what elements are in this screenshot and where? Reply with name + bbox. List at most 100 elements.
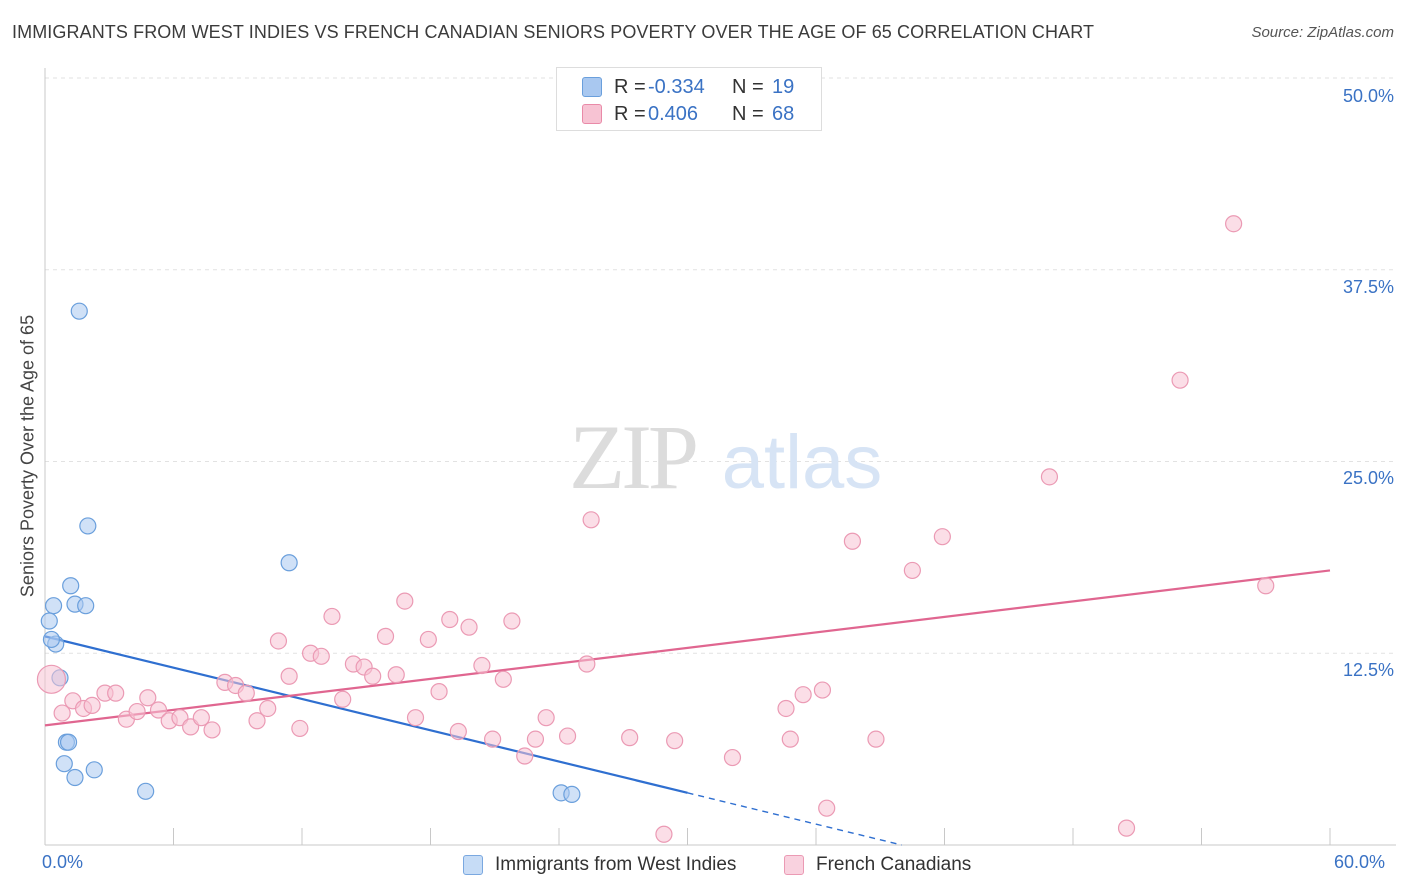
french-canadians-point bbox=[494, 670, 512, 688]
legend-row-french-canadians: R = 0.406 N = 68 bbox=[582, 101, 794, 127]
french-canadians-point bbox=[334, 690, 352, 708]
y-tick-label: 37.5% bbox=[1342, 277, 1394, 297]
french-canadians-point bbox=[1171, 371, 1189, 389]
french-canadians-point bbox=[291, 719, 309, 738]
french-canadians-point bbox=[387, 666, 405, 684]
french-canadians-point bbox=[582, 511, 600, 529]
french-canadians-point bbox=[621, 729, 639, 747]
legend-swatch-west-indies bbox=[582, 77, 602, 97]
source-credit: Source: ZipAtlas.com bbox=[1251, 24, 1394, 41]
french-canadians-point bbox=[449, 722, 467, 741]
french-canadians-point bbox=[1117, 819, 1136, 837]
west-indies-point bbox=[62, 577, 80, 595]
west-indies-point bbox=[563, 785, 581, 803]
french-canadians-point bbox=[578, 655, 596, 673]
french-canadians-point bbox=[441, 610, 459, 629]
french-canadians-point bbox=[237, 684, 255, 702]
french-canadians-point bbox=[323, 607, 341, 626]
french-canadians-point bbox=[777, 699, 795, 718]
west-indies-point bbox=[77, 597, 95, 615]
french-canadians-point bbox=[1225, 215, 1243, 233]
french-canadians-point bbox=[269, 632, 288, 650]
french-canadians-point bbox=[723, 748, 742, 767]
axes bbox=[44, 68, 1396, 846]
west-indies-point bbox=[55, 755, 73, 773]
french-canadians-point bbox=[1257, 577, 1275, 595]
french-canadians-point bbox=[364, 667, 382, 685]
french-canadians-point bbox=[818, 799, 836, 817]
french-canadians-point bbox=[503, 612, 521, 630]
legend-r-value: -0.334 bbox=[648, 75, 705, 98]
legend-n-label: N = bbox=[732, 75, 764, 98]
west-indies-trend-line bbox=[44, 635, 688, 794]
y-tick-label: 50.0% bbox=[1342, 86, 1394, 106]
french-canadians-point bbox=[406, 709, 425, 727]
legend-row-west-indies: R = -0.334 N = 19 bbox=[582, 74, 794, 100]
west-indies-point bbox=[44, 597, 63, 615]
west-indies-point bbox=[137, 782, 155, 800]
french-canadians-point bbox=[192, 709, 210, 727]
legend-n-label: N = bbox=[732, 102, 764, 125]
french-canadians-point bbox=[537, 709, 555, 727]
bottom-legend-label: French Canadians bbox=[816, 854, 972, 875]
french-canadians-point bbox=[203, 721, 221, 739]
french-canadians-point bbox=[107, 684, 125, 702]
west-indies-trend-extension bbox=[687, 792, 902, 846]
french-canadians-point bbox=[867, 730, 885, 748]
bottom-legend-swatch-west-indies bbox=[463, 855, 483, 875]
french-canadians-point bbox=[843, 532, 862, 550]
french-canadians-point bbox=[149, 701, 168, 719]
west-indies-point bbox=[66, 768, 84, 787]
west-indies-point bbox=[40, 612, 58, 630]
correlation-legend: R = -0.334 N = 19 R = 0.406 N = 68 bbox=[556, 67, 822, 131]
data-points bbox=[36, 215, 1275, 843]
trend-lines bbox=[44, 569, 1331, 846]
x-tick-label: 0.0% bbox=[42, 852, 84, 872]
gridlines bbox=[45, 77, 1396, 654]
french-canadians-point bbox=[248, 712, 266, 730]
chart-title: IMMIGRANTS FROM WEST INDIES VS FRENCH CA… bbox=[12, 22, 1095, 42]
french-canadians-point bbox=[396, 592, 414, 610]
west-indies-point bbox=[280, 554, 298, 572]
y-tick-label: 12.5% bbox=[1342, 660, 1394, 680]
legend-r-value: 0.406 bbox=[648, 102, 699, 125]
y-axis-label: Seniors Poverty Over the Age of 65 bbox=[17, 314, 38, 598]
west-indies-point bbox=[59, 733, 78, 751]
french-canadians-point bbox=[484, 730, 502, 748]
french-canadians-point bbox=[460, 618, 478, 636]
legend-n-value: 19 bbox=[772, 75, 795, 98]
watermark-zip: ZIP bbox=[569, 406, 696, 508]
french-canadians-point bbox=[83, 696, 101, 715]
west-indies-point bbox=[42, 630, 61, 649]
french-canadians-point bbox=[781, 730, 799, 748]
y-tick-label: 25.0% bbox=[1342, 468, 1394, 488]
west-indies-point bbox=[79, 517, 97, 535]
french-canadians-point bbox=[419, 630, 437, 649]
french-canadians-point bbox=[903, 561, 921, 580]
french-canadians-point bbox=[794, 686, 812, 704]
legend-swatch-french-canadians bbox=[582, 104, 602, 124]
french-canadians-point bbox=[139, 689, 157, 707]
french-canadians-point bbox=[526, 730, 545, 748]
french-canadians-point bbox=[813, 681, 832, 699]
french-canadians-point bbox=[473, 656, 491, 675]
french-canadians-point bbox=[558, 727, 577, 745]
french-canadians-point bbox=[933, 528, 951, 546]
french-canadians-point bbox=[53, 704, 71, 722]
french-canadians-trend-line bbox=[44, 569, 1331, 727]
x-tick-label: 60.0% bbox=[1334, 852, 1386, 872]
french-canadians-point bbox=[36, 664, 67, 694]
legend-n-value: 68 bbox=[772, 102, 795, 125]
legend-r-label: R = bbox=[614, 102, 646, 125]
french-canadians-point bbox=[666, 732, 684, 750]
watermark-atlas: atlas bbox=[722, 420, 883, 505]
french-canadians-point bbox=[1040, 468, 1059, 486]
french-canadians-point bbox=[128, 702, 146, 721]
french-canadians-point bbox=[376, 627, 395, 645]
french-canadians-point bbox=[516, 747, 534, 765]
french-canadians-point bbox=[655, 825, 673, 843]
west-indies-point bbox=[85, 761, 103, 779]
bottom-legend-swatch-french-canadians bbox=[784, 855, 804, 875]
watermark: ZIP atlas bbox=[569, 406, 882, 508]
